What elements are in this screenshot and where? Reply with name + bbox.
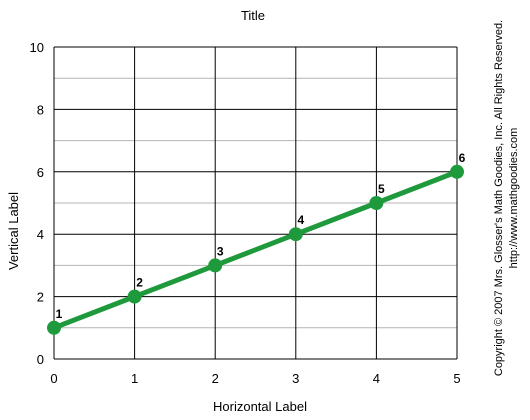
y-tick-label: 4 <box>37 227 44 242</box>
x-tick-label: 2 <box>212 371 219 386</box>
x-tick-label: 5 <box>453 371 460 386</box>
data-label: 2 <box>136 276 143 290</box>
data-point <box>450 164 464 179</box>
x-tick-label: 3 <box>292 371 299 386</box>
series-0 <box>47 164 464 335</box>
x-tick-label: 1 <box>131 371 138 386</box>
data-point <box>288 227 303 242</box>
y-tick-label: 10 <box>30 40 44 55</box>
x-axis-label: Horizontal Label <box>213 399 307 414</box>
data-labels: 1 2 3 4 5 6 <box>56 151 466 321</box>
grid <box>53 46 458 360</box>
y-axis-label: Vertical Label <box>6 192 21 270</box>
data-point <box>369 196 384 210</box>
data-label: 3 <box>217 244 224 258</box>
y-tick-label: 6 <box>37 165 44 180</box>
data-label: 1 <box>56 307 63 321</box>
y-tick-label: 8 <box>37 102 44 117</box>
series-line <box>51 169 460 331</box>
x-tick-label: 0 <box>50 371 57 386</box>
data-label: 5 <box>378 182 385 196</box>
data-point <box>47 320 61 335</box>
data-point <box>127 289 142 304</box>
chart-title: Title <box>241 8 265 23</box>
copyright-url: http://www.mathgoodies.com <box>508 128 520 269</box>
y-tick-label: 0 <box>37 352 44 367</box>
y-tick-label: 2 <box>37 290 44 305</box>
copyright-notice: Copyright © 2007 Mrs. Glosser's Math Goo… <box>493 20 505 376</box>
data-label: 6 <box>459 151 466 165</box>
x-tick-label: 4 <box>373 371 380 386</box>
data-point <box>208 258 223 273</box>
data-label: 4 <box>297 213 304 227</box>
